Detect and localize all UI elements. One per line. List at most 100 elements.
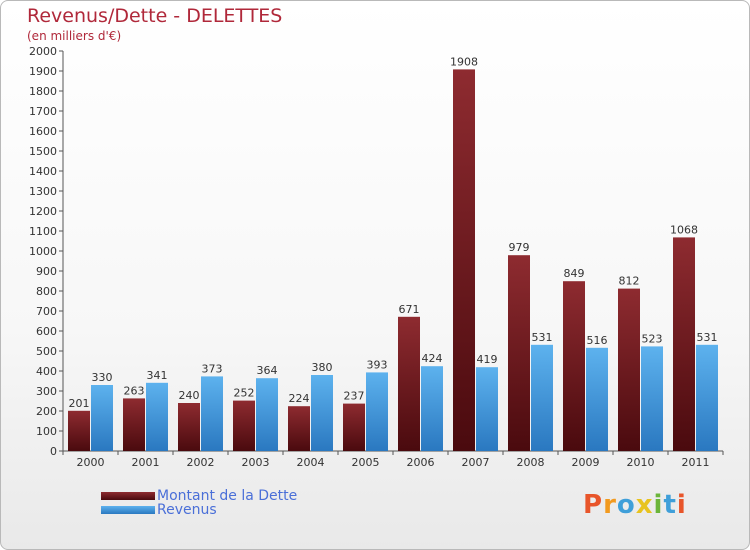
chart-title: Revenus/Dette - DELETTES xyxy=(27,5,283,27)
x-tick-label: 2011 xyxy=(682,456,710,469)
data-label-revenue: 341 xyxy=(147,369,168,382)
bar-debt xyxy=(453,69,475,452)
bar-revenue xyxy=(91,385,113,451)
y-tick-label: 100 xyxy=(36,425,57,438)
chart-subtitle: (en milliers d'€) xyxy=(27,29,122,43)
x-tick-label: 2004 xyxy=(297,456,325,469)
bar-revenue xyxy=(476,367,498,451)
bar-revenue xyxy=(256,378,278,451)
bar-debt xyxy=(233,400,255,451)
bar-debt xyxy=(673,237,695,451)
legend-swatch-revenue xyxy=(101,506,155,514)
data-label-revenue: 373 xyxy=(202,362,223,375)
data-label-debt: 263 xyxy=(124,384,145,397)
x-tick-label: 2005 xyxy=(352,456,380,469)
y-tick-label: 1000 xyxy=(29,245,57,258)
data-label-revenue: 393 xyxy=(367,358,388,371)
bars xyxy=(68,69,718,452)
y-tick-label: 200 xyxy=(36,405,57,418)
y-tick-label: 1700 xyxy=(29,105,57,118)
data-label-debt: 1068 xyxy=(670,223,698,236)
y-tick-label: 2000 xyxy=(29,45,57,58)
bar-debt xyxy=(618,288,640,451)
legend-item-debt: Montant de la Dette xyxy=(101,488,298,504)
data-label-revenue: 531 xyxy=(697,331,718,344)
data-label-revenue: 424 xyxy=(422,352,443,365)
bar-debt xyxy=(288,406,310,451)
bar-revenue xyxy=(586,347,608,451)
data-label-debt: 224 xyxy=(289,392,310,405)
data-label-revenue: 523 xyxy=(642,332,663,345)
data-label-debt: 849 xyxy=(564,267,585,280)
y-tick-label: 600 xyxy=(36,325,57,338)
data-label-revenue: 419 xyxy=(477,353,498,366)
bar-debt xyxy=(178,403,200,451)
data-label-revenue: 516 xyxy=(587,334,608,347)
bar-debt xyxy=(68,410,90,451)
y-tick-label: 1600 xyxy=(29,125,57,138)
y-tick-label: 1400 xyxy=(29,165,57,178)
legend-swatch-debt xyxy=(101,492,155,500)
bar-debt xyxy=(123,398,145,451)
axes: 0 100 200 300 400 500 600 700 800 900 1000 1100 1200… xyxy=(29,45,724,469)
data-label-debt: 237 xyxy=(344,390,365,403)
y-tick-label: 1500 xyxy=(29,145,57,158)
x-tick-label: 2007 xyxy=(462,456,490,469)
x-tick-label: 2001 xyxy=(132,456,160,469)
x-tick-label: 2000 xyxy=(77,456,105,469)
data-label-debt: 979 xyxy=(509,241,530,254)
y-tick-label: 700 xyxy=(36,305,57,318)
bar-revenue xyxy=(201,376,223,451)
data-label-revenue: 531 xyxy=(532,331,553,344)
bar-revenue xyxy=(146,382,168,451)
bar-revenue xyxy=(641,346,663,451)
logo-letter: r xyxy=(603,490,617,520)
data-label-debt: 252 xyxy=(234,387,255,400)
bar-revenue xyxy=(696,344,718,451)
proxiti-logo: Proxiti xyxy=(583,490,687,520)
data-label-debt: 671 xyxy=(399,303,420,316)
bar-revenue xyxy=(531,344,553,451)
data-label-debt: 812 xyxy=(619,275,640,288)
logo-letter: P xyxy=(583,490,604,520)
logo-letter: x xyxy=(635,490,654,520)
x-tick-label: 2008 xyxy=(517,456,545,469)
legend-label-revenue: Revenus xyxy=(157,502,217,518)
y-tick-label: 1900 xyxy=(29,65,57,78)
data-label-debt: 240 xyxy=(179,389,200,402)
legend-item-revenue: Revenus xyxy=(101,502,217,518)
bar-debt xyxy=(508,255,530,451)
data-label-debt: 1908 xyxy=(450,55,478,68)
logo-letter: o xyxy=(616,490,636,520)
y-tick-label: 1200 xyxy=(29,205,57,218)
bar-revenue xyxy=(421,366,443,451)
y-tick-label: 1800 xyxy=(29,85,57,98)
data-label-debt: 201 xyxy=(69,397,90,410)
data-label-revenue: 380 xyxy=(312,361,333,374)
x-tick-label: 2006 xyxy=(407,456,435,469)
bar-debt xyxy=(563,281,585,451)
y-tick-label: 900 xyxy=(36,265,57,278)
data-label-revenue: 330 xyxy=(92,371,113,384)
bar-debt xyxy=(398,316,420,451)
y-tick-label: 800 xyxy=(36,285,57,298)
legend-label-debt: Montant de la Dette xyxy=(157,488,298,504)
logo-letter: i xyxy=(653,490,664,520)
y-tick-label: 0 xyxy=(50,445,57,458)
y-tick-label: 300 xyxy=(36,385,57,398)
x-tick-label: 2009 xyxy=(572,456,600,469)
bar-debt xyxy=(343,403,365,451)
y-tick-label: 500 xyxy=(36,345,57,358)
x-tick-label: 2003 xyxy=(242,456,270,469)
data-label-revenue: 364 xyxy=(257,364,278,377)
y-tick-label: 1300 xyxy=(29,185,57,198)
x-tick-label: 2002 xyxy=(187,456,215,469)
y-tick-label: 1100 xyxy=(29,225,57,238)
logo-letter: t xyxy=(663,490,677,520)
y-tick-label: 400 xyxy=(36,365,57,378)
bar-revenue xyxy=(366,372,388,451)
bar-revenue xyxy=(311,375,333,451)
